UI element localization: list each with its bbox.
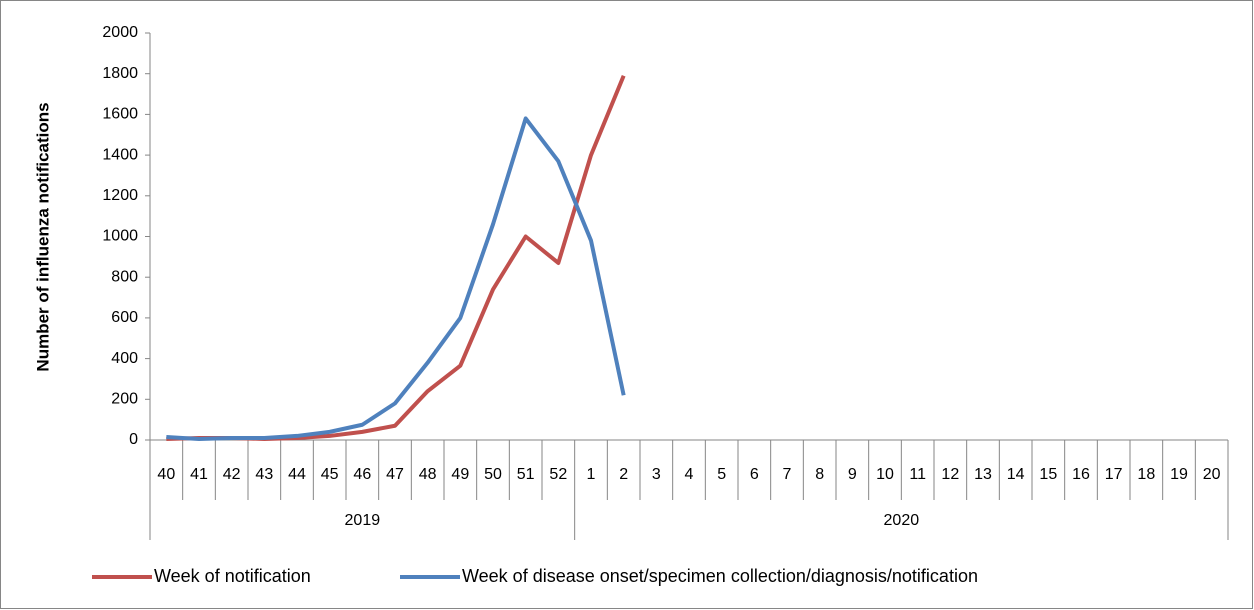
x-tick-label: 7: [783, 466, 792, 483]
y-tick-label: 0: [129, 431, 138, 448]
x-tick-label: 16: [1072, 466, 1090, 483]
y-tick-label: 1800: [102, 65, 138, 82]
x-tick-label: 3: [652, 466, 661, 483]
y-tick-label: 1200: [102, 187, 138, 204]
x-tick-label: 46: [353, 466, 371, 483]
y-tick-label: 2000: [102, 24, 138, 41]
x-tick-label: 44: [288, 466, 306, 483]
x-tick-label: 20: [1203, 466, 1221, 483]
x-tick-label: 50: [484, 466, 502, 483]
x-tick-label: 5: [717, 466, 726, 483]
y-tick-label: 200: [111, 391, 138, 408]
y-tick-label: 800: [111, 268, 138, 285]
y-tick-label: 600: [111, 309, 138, 326]
x-tick-label: 49: [451, 466, 469, 483]
x-tick-label: 19: [1170, 466, 1188, 483]
legend-label: Week of notification: [154, 566, 311, 586]
y-tick-label: 1600: [102, 106, 138, 123]
x-tick-label: 2: [619, 466, 628, 483]
x-tick-label: 41: [190, 466, 208, 483]
y-tick-label: 400: [111, 350, 138, 367]
x-tick-label: 45: [321, 466, 339, 483]
x-tick-label: 1: [587, 466, 596, 483]
x-tick-label: 10: [876, 466, 894, 483]
legend-label: Week of disease onset/specimen collectio…: [462, 566, 978, 586]
y-tick-label: 1000: [102, 228, 138, 245]
x-tick-label: 42: [223, 466, 241, 483]
x-tick-label: 12: [941, 466, 959, 483]
series-line: [166, 116, 626, 441]
x-tick-label: 40: [157, 466, 175, 483]
y-axis-title: Number of influenza notifications: [33, 102, 52, 371]
x-tick-label: 51: [517, 466, 535, 483]
x-group-label: 2019: [345, 512, 381, 529]
x-tick-label: 47: [386, 466, 404, 483]
x-tick-label: 43: [255, 466, 273, 483]
x-group-label: 2020: [884, 512, 920, 529]
y-tick-label: 1400: [102, 146, 138, 163]
x-tick-label: 13: [974, 466, 992, 483]
x-tick-label: 18: [1137, 466, 1155, 483]
x-tick-label: 8: [815, 466, 824, 483]
x-tick-label: 48: [419, 466, 437, 483]
x-tick-label: 4: [685, 466, 694, 483]
x-tick-label: 9: [848, 466, 857, 483]
x-tick-label: 17: [1105, 466, 1123, 483]
x-tick-label: 52: [549, 466, 567, 483]
x-tick-label: 6: [750, 466, 759, 483]
x-tick-label: 11: [909, 466, 926, 483]
x-tick-label: 15: [1039, 466, 1057, 483]
x-tick-label: 14: [1007, 466, 1025, 483]
